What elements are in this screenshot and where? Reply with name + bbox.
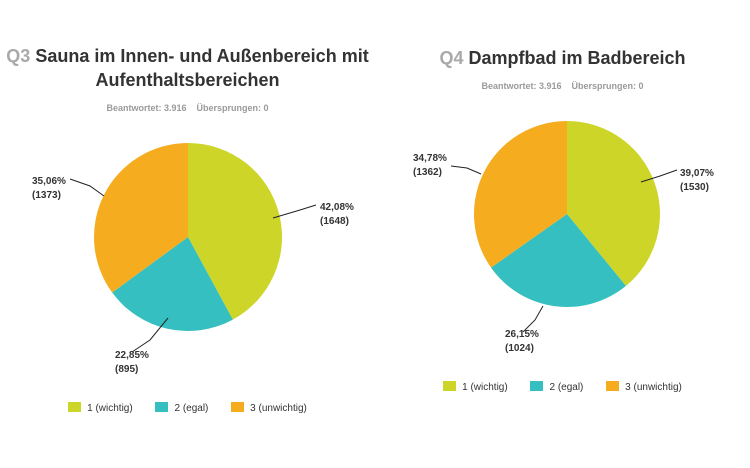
leader-line-egal — [522, 305, 544, 333]
chart-title: Q3 Sauna im Innen- und Außenbereich mit … — [0, 44, 375, 92]
question-number: Q3 — [6, 46, 31, 66]
pie-chart: 42,08% (1648) 22,85% (895) 35,06% (1373) — [32, 143, 357, 375]
response-stats: Beantwortet: 3.916 Übersprungen: 0 — [375, 81, 750, 91]
svg-text:42,08% (1648): 42,08% (1648) — [320, 202, 357, 227]
legend-label-1: 1 (wichtig) — [87, 403, 133, 414]
chart-q4: Q4 Dampfbad im Badbereich Beantwortet: 3… — [375, 0, 750, 468]
svg-text:34,78% (1362): 34,78% (1362) — [413, 153, 450, 178]
chart-q3: Q3 Sauna im Innen- und Außenbereich mit … — [0, 44, 375, 414]
leader-line-egal — [131, 317, 169, 353]
title-line-1: Dampfbad im Badbereich — [468, 48, 686, 68]
slice-label-3-pct: 35,06% — [32, 176, 66, 187]
legend-item-1: 1 (wichtig) — [68, 402, 133, 414]
skipped-count: Übersprungen: 0 — [196, 103, 269, 113]
legend-swatch-3 — [606, 381, 620, 391]
slice-label-3-count: (1362) — [413, 167, 442, 178]
slice-label-2-count: (895) — [115, 364, 138, 375]
leader-line-unwichtig — [450, 165, 482, 175]
legend-item-3: 3 (unwichtig) — [231, 402, 307, 414]
slice-label-1-pct: 39,07% — [680, 168, 714, 179]
pie-chart: 39,07% (1530) 26,15% (1024) 34,78% (1362… — [413, 120, 717, 354]
slice-label-1-count: (1648) — [320, 216, 349, 227]
legend-label-3: 3 (unwichtig) — [250, 403, 307, 414]
response-stats: Beantwortet: 3.916 Übersprungen: 0 — [0, 103, 375, 113]
leader-line-wichtig — [272, 204, 317, 219]
legend-item-1: 1 (wichtig) — [443, 381, 508, 393]
skipped-count: Übersprungen: 0 — [571, 81, 644, 91]
legend: 1 (wichtig) 2 (egal) 3 (unwichtig) — [0, 402, 375, 414]
svg-text:35,06% (1373): 35,06% (1373) — [32, 176, 69, 201]
legend-swatch-3 — [231, 402, 245, 412]
legend-label-2: 2 (egal) — [549, 382, 584, 393]
legend-swatch-1 — [68, 402, 82, 412]
slice-label-3-pct: 34,78% — [413, 153, 447, 164]
leader-line-wichtig — [640, 169, 678, 183]
question-number: Q4 — [439, 48, 464, 68]
legend-swatch-1 — [443, 381, 457, 391]
legend-item-2: 2 (egal) — [530, 381, 583, 393]
pie-slice-wichtig — [188, 143, 282, 320]
slice-label-3-count: (1373) — [32, 190, 61, 201]
pie-slice-wichtig — [567, 121, 660, 286]
legend-item-3: 3 (unwichtig) — [606, 381, 682, 393]
legend-label-1: 1 (wichtig) — [462, 382, 508, 393]
legend-label-3: 3 (unwichtig) — [625, 382, 682, 393]
legend-swatch-2 — [530, 381, 544, 391]
answered-count: Beantwortet: 3.916 — [106, 103, 187, 113]
pie-slice-unwichtig — [94, 143, 188, 293]
chart-title: Q4 Dampfbad im Badbereich — [375, 46, 750, 70]
leader-line-unwichtig — [69, 178, 105, 197]
slice-label-2-pct: 22,85% — [115, 350, 149, 361]
legend-item-2: 2 (egal) — [155, 402, 208, 414]
slice-label-1-count: (1530) — [680, 182, 709, 193]
legend: 1 (wichtig) 2 (egal) 3 (unwichtig) — [375, 381, 750, 393]
title-line-2: Aufenthaltsbereichen — [95, 70, 280, 90]
svg-text:26,15% (1024): 26,15% (1024) — [505, 329, 542, 354]
svg-text:39,07% (1530): 39,07% (1530) — [680, 168, 717, 193]
pie-slice-egal — [491, 214, 626, 308]
slice-label-2-count: (1024) — [505, 343, 534, 354]
legend-label-2: 2 (egal) — [174, 403, 209, 414]
svg-text:22,85% (895): 22,85% (895) — [115, 350, 152, 375]
pie-slice-unwichtig — [473, 120, 567, 268]
slice-label-2-pct: 26,15% — [505, 329, 539, 340]
answered-count: Beantwortet: 3.916 — [481, 81, 562, 91]
legend-swatch-2 — [155, 402, 169, 412]
title-line-1: Sauna im Innen- und Außenbereich mit — [35, 46, 369, 66]
pie-slice-egal — [112, 237, 233, 331]
slice-label-1-pct: 42,08% — [320, 202, 354, 213]
